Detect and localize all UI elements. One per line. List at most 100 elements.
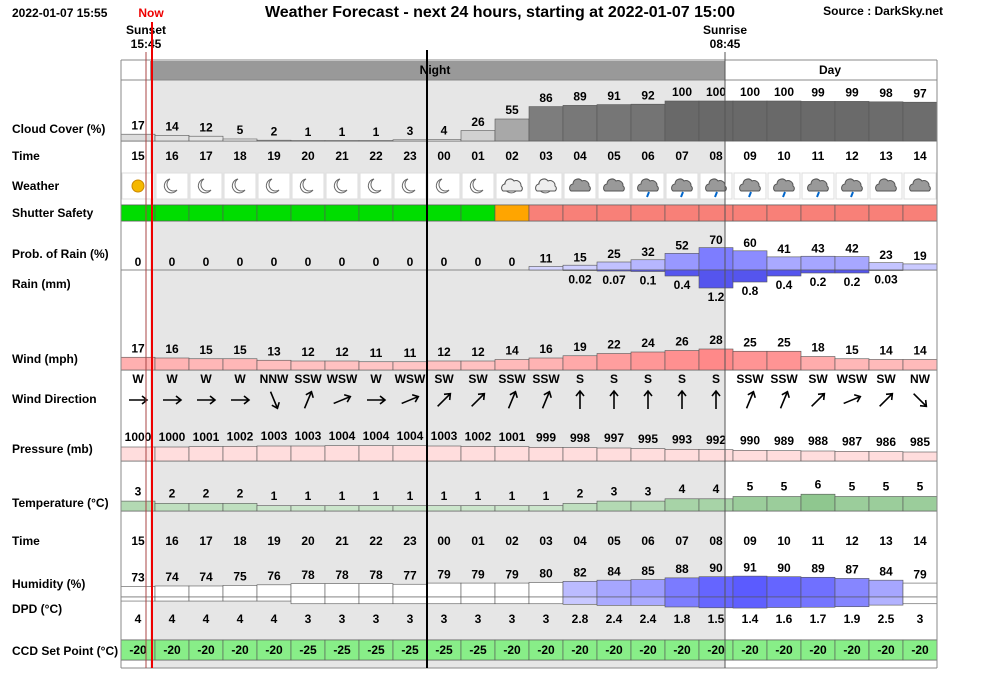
wind-arrow [231,395,251,405]
cloud [807,178,829,192]
wind-value: 11 [370,346,383,360]
humidity-value: 84 [879,564,893,578]
pressure-bar [596,447,632,462]
wind-value: 24 [641,336,655,350]
pressure-bar [120,446,156,462]
dpd-value: 3 [407,612,414,626]
arrow [541,390,552,409]
weather-icon [869,172,903,200]
rain-bar [596,269,632,272]
moon [197,178,212,194]
wind-direction: WSW [837,372,868,386]
wind-arrow [507,390,518,409]
wind-direction: SSW [736,372,764,386]
dpd-bar [834,596,870,608]
row-label: CCD Set Point (°C) [12,644,118,658]
dpd-value: 1.6 [776,612,793,626]
humidity-value: 78 [301,568,315,582]
pressure-value: 986 [876,435,896,449]
time-label: 20 [301,149,315,163]
time-label: 06 [641,149,655,163]
rain-value: 1.2 [708,290,725,304]
cloud-bar [902,101,938,142]
ccd-value: -25 [333,643,351,657]
shutter-cell [562,204,598,222]
shutter-cell [732,204,768,222]
rain-value: 0.02 [568,272,592,286]
wind-value: 18 [811,341,825,355]
humidity-value: 79 [505,567,519,581]
rain-prob-bar [800,255,836,271]
arrow [129,395,149,405]
wind-arrow [843,394,862,405]
dpd-value: 4 [237,612,244,626]
wind-direction: SW [876,372,896,386]
weather-icon [631,172,665,200]
pressure-value: 1001 [499,430,526,444]
humidity-bar [834,578,870,598]
shutter-cell [834,204,870,222]
time-label: 07 [675,149,689,163]
temperature-value: 1 [441,489,448,503]
dpd-value: 4 [135,612,142,626]
cloud-value: 91 [607,89,621,103]
humidity-value: 78 [335,568,349,582]
sunset-time: 15:45 [131,37,162,51]
cloud-bar [120,133,156,142]
cloud-value: 5 [237,123,244,137]
time-label: 10 [777,534,791,548]
pressure-bar [766,450,802,462]
time-label: 11 [812,534,825,548]
row-label: Time [12,149,40,163]
ccd-value: -20 [639,643,657,657]
temperature-value: 3 [611,484,618,498]
wind-arrow [541,390,552,409]
dpd-bar [426,596,462,605]
temperature-value: 5 [917,480,924,494]
cloud-bar [834,101,870,142]
dpd-value: 1.7 [810,612,827,626]
humidity-bar [222,585,258,598]
time-label: 18 [233,534,247,548]
time-label: 21 [335,149,349,163]
title: Weather Forecast - next 24 hours, starti… [265,4,735,21]
weather-icon [495,172,529,200]
pressure-value: 1000 [159,430,186,444]
rain-drop [714,191,718,198]
cloud-value: 1 [373,125,380,139]
dpd-value: 3 [441,612,448,626]
wind-arrow [333,394,352,405]
dpd-bar [120,596,156,602]
time-label: 18 [233,149,247,163]
wind-bar [528,357,564,371]
wind-bar [324,360,360,371]
time-label: 01 [471,149,485,163]
wind-direction: W [132,372,144,386]
temperature-bar [324,505,360,512]
weather-icon [427,172,461,200]
temperature-value: 3 [135,484,142,498]
moon [469,178,484,194]
dpd-bar [528,596,564,605]
weather-icon [563,172,597,200]
humidity-value: 79 [437,567,451,581]
wind-value: 13 [267,344,281,358]
temperature-value: 5 [781,480,788,494]
ccd-value: -20 [163,643,181,657]
wind-direction: WSW [327,372,358,386]
shutter-cell [766,204,802,222]
rain-prob-value: 0 [373,255,380,269]
time-label: 19 [267,534,281,548]
rain-bar [698,269,734,289]
dpd-bar [630,596,666,606]
time-label: 14 [913,149,927,163]
time-label: 00 [437,149,451,163]
rain-prob-value: 41 [777,242,791,256]
weather-icon [835,172,869,200]
pressure-value: 1001 [193,430,220,444]
cloud-bar [426,139,462,142]
dpd-bar [800,596,836,608]
row-label: DPD (°C) [12,602,62,616]
time-label: 12 [845,534,859,548]
pressure-bar [528,447,564,462]
